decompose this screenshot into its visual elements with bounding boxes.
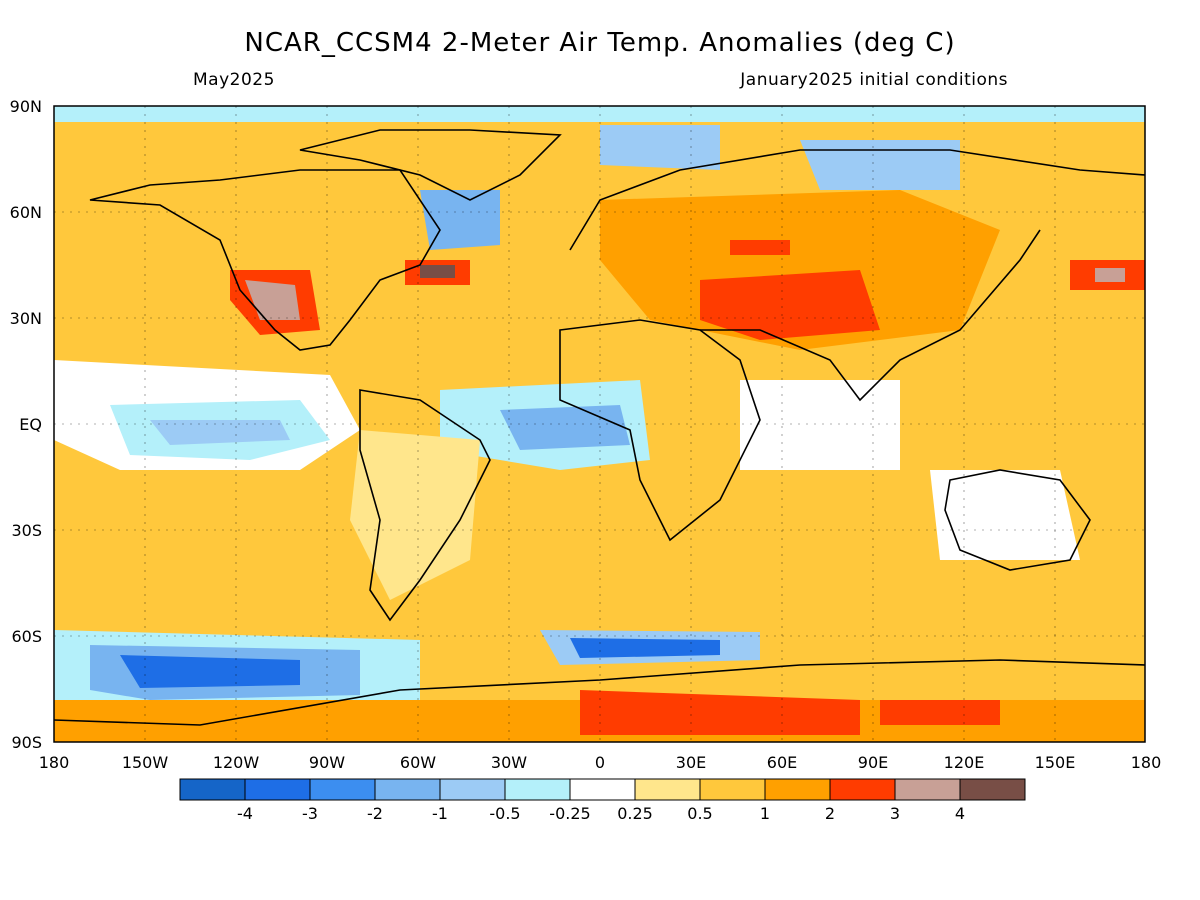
colorbar-tick-label: 0.5 [687, 804, 712, 823]
colorbar-swatch [374, 778, 441, 801]
lat-label: 30S [11, 521, 42, 540]
colorbar-swatch [634, 778, 701, 801]
lon-label: 30E [676, 753, 706, 772]
graticule [54, 106, 1145, 742]
latitude-labels: 90N 60N 30N EQ 30S 60S 90S [10, 97, 42, 752]
lat-label: 30N [10, 309, 42, 328]
colorbar: -4 -3 -2 -1 -0.5 -0.25 0.25 0.5 1 2 3 4 [179, 778, 1026, 823]
lon-label: 180 [39, 753, 70, 772]
lat-label: 90S [11, 733, 42, 752]
coastlines [54, 129, 1145, 726]
colorbar-swatch [179, 778, 246, 801]
lon-label: 60E [767, 753, 797, 772]
longitude-labels: 180 150W 120W 90W 60W 30W 0 30E 60E 90E 120E 150E 18… [39, 753, 1162, 772]
colorbar-swatch [309, 778, 376, 801]
colorbar-swatch [699, 778, 766, 801]
colorbar-tick-label: 2 [825, 804, 835, 823]
lon-label: 180 [1131, 753, 1162, 772]
map-frame [53, 105, 1146, 743]
colorbar-swatch [439, 778, 506, 801]
colorbar-tick-label: -4 [237, 804, 253, 823]
lon-label: 120W [213, 753, 260, 772]
colorbar-tick-label: 3 [890, 804, 900, 823]
colorbar-tick-label: -0.5 [489, 804, 520, 823]
colorbar-swatch [829, 778, 896, 801]
colorbar-swatch [244, 778, 311, 801]
lon-label: 120E [944, 753, 985, 772]
initial-conditions-label: January2025 initial conditions [740, 70, 1008, 90]
lon-label: 0 [595, 753, 605, 772]
colorbar-swatch [959, 778, 1026, 801]
colorbar-tick-label: -2 [367, 804, 383, 823]
colorbar-tick-label: 1 [760, 804, 770, 823]
lon-label: 30W [491, 753, 527, 772]
colorbar-tick-label: -0.25 [549, 804, 590, 823]
lat-label: 60S [11, 627, 42, 646]
colorbar-swatch [894, 778, 961, 801]
map-title: NCAR_CCSM4 2-Meter Air Temp. Anomalies (… [244, 28, 956, 58]
colorbar-swatch [569, 778, 636, 801]
colorbar-swatch [764, 778, 831, 801]
lat-label: 90N [10, 97, 42, 116]
lat-label: EQ [19, 415, 42, 434]
valid-month-label: May2025 [193, 70, 275, 90]
colorbar-swatch [504, 778, 571, 801]
lon-label: 90E [858, 753, 888, 772]
lon-label: 90W [309, 753, 345, 772]
colorbar-tick-label: 4 [955, 804, 965, 823]
lon-label: 150E [1035, 753, 1076, 772]
colorbar-tick-label: 0.25 [617, 804, 653, 823]
colorbar-tick-label: -1 [432, 804, 448, 823]
lat-label: 60N [10, 203, 42, 222]
lon-label: 150W [122, 753, 169, 772]
colorbar-tick-label: -3 [302, 804, 318, 823]
lon-label: 60W [400, 753, 436, 772]
